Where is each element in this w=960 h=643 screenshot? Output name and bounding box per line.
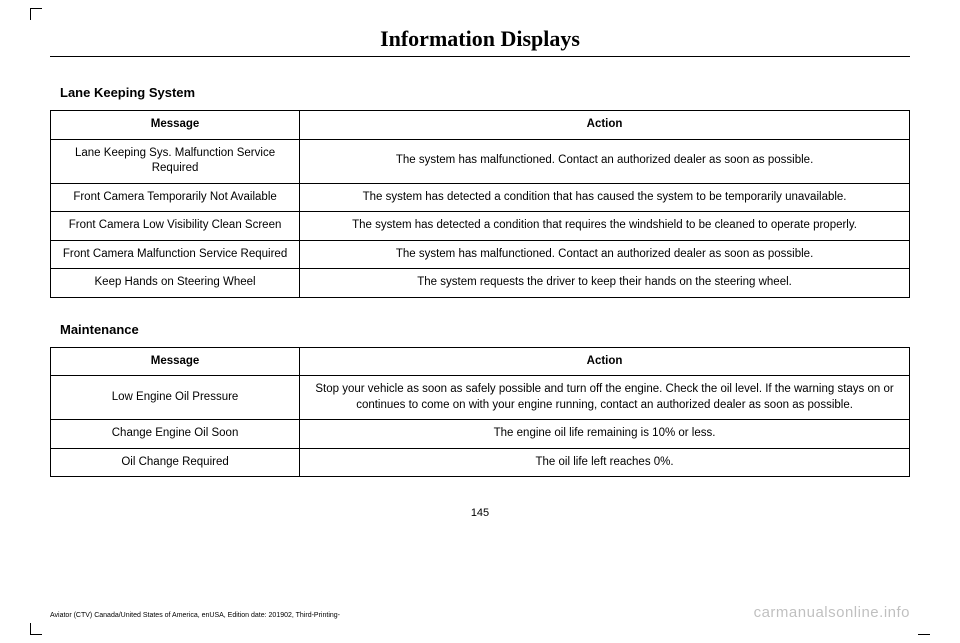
cell-action: The system has detected a condition that… xyxy=(300,183,910,212)
cell-action: Stop your vehicle as soon as safely poss… xyxy=(300,376,910,420)
cell-action: The system has malfunctioned. Contact an… xyxy=(300,139,910,183)
crop-mark-top-left xyxy=(30,8,42,20)
page-header-title: Information Displays xyxy=(50,26,910,52)
table-lane-keeping: Message Action Lane Keeping Sys. Malfunc… xyxy=(50,110,910,298)
col-header-action: Action xyxy=(300,347,910,376)
cell-message: Keep Hands on Steering Wheel xyxy=(51,269,300,298)
table-row: Front Camera Low Visibility Clean Screen… xyxy=(51,212,910,241)
cell-action: The system has detected a condition that… xyxy=(300,212,910,241)
cell-message: Low Engine Oil Pressure xyxy=(51,376,300,420)
table-row: Low Engine Oil Pressure Stop your vehicl… xyxy=(51,376,910,420)
cell-message: Front Camera Low Visibility Clean Screen xyxy=(51,212,300,241)
cell-action: The system requests the driver to keep t… xyxy=(300,269,910,298)
cell-message: Oil Change Required xyxy=(51,448,300,477)
cell-action: The engine oil life remaining is 10% or … xyxy=(300,420,910,449)
table-row: Keep Hands on Steering Wheel The system … xyxy=(51,269,910,298)
manual-page: Information Displays Lane Keeping System… xyxy=(0,0,960,643)
table-row: Lane Keeping Sys. Malfunction Service Re… xyxy=(51,139,910,183)
col-header-message: Message xyxy=(51,111,300,140)
cell-action: The system has malfunctioned. Contact an… xyxy=(300,240,910,269)
col-header-message: Message xyxy=(51,347,300,376)
section-title-maintenance: Maintenance xyxy=(60,322,910,337)
crop-mark-bottom-left xyxy=(30,623,42,635)
footer-edition-info: Aviator (CTV) Canada/United States of Am… xyxy=(50,612,340,619)
crop-mark-bottom-right xyxy=(918,634,930,635)
cell-message: Front Camera Temporarily Not Available xyxy=(51,183,300,212)
cell-message: Change Engine Oil Soon xyxy=(51,420,300,449)
table-row: Oil Change Required The oil life left re… xyxy=(51,448,910,477)
table-maintenance: Message Action Low Engine Oil Pressure S… xyxy=(50,347,910,478)
cell-message: Front Camera Malfunction Service Require… xyxy=(51,240,300,269)
header-rule xyxy=(50,56,910,57)
cell-action: The oil life left reaches 0%. xyxy=(300,448,910,477)
table-row: Change Engine Oil Soon The engine oil li… xyxy=(51,420,910,449)
cell-message: Lane Keeping Sys. Malfunction Service Re… xyxy=(51,139,300,183)
section-title-lane-keeping: Lane Keeping System xyxy=(60,85,910,100)
watermark: carmanualsonline.info xyxy=(754,604,910,621)
page-number: 145 xyxy=(50,507,910,519)
table-row: Front Camera Malfunction Service Require… xyxy=(51,240,910,269)
table-row: Front Camera Temporarily Not Available T… xyxy=(51,183,910,212)
col-header-action: Action xyxy=(300,111,910,140)
